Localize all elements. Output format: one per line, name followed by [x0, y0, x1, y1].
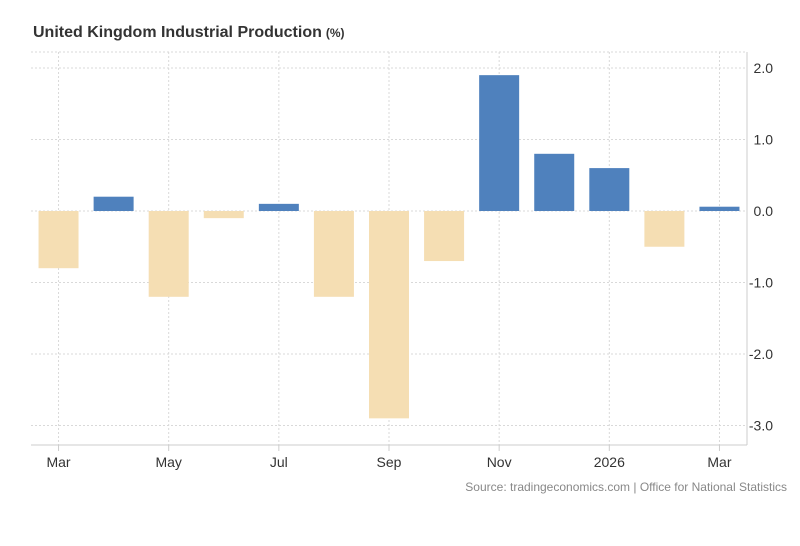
bar-9 — [479, 75, 520, 212]
x-tick-label: Nov — [487, 454, 512, 470]
bars — [38, 75, 740, 419]
x-tick-label: Mar — [707, 454, 731, 470]
bar-4 — [203, 211, 244, 219]
bar-12 — [644, 211, 685, 247]
bar-3 — [148, 211, 189, 297]
chart-title-unit: (%) — [325, 26, 345, 40]
y-tick-label: 1.0 — [754, 132, 774, 148]
x-tick-label: Sep — [377, 454, 402, 470]
bar-8 — [424, 211, 465, 262]
bar-6 — [313, 211, 354, 297]
bar-2 — [93, 196, 134, 211]
source-note: Source: tradingeconomics.com | Office fo… — [465, 480, 787, 494]
y-tick-label: 2.0 — [754, 60, 774, 76]
y-tick-label: -2.0 — [749, 346, 773, 362]
chart-title-text: United Kingdom Industrial Production — [33, 24, 322, 41]
chart-title: United Kingdom Industrial Production (%) — [33, 24, 345, 42]
y-tick-label: 0.0 — [754, 203, 774, 219]
axes: Mar May Jul Sep Nov 2026 Mar 2.0 1.0 0.0 -1.0 -2.0 -… — [31, 52, 773, 470]
x-tick-label: Jul — [270, 454, 288, 470]
y-tick-label: -1.0 — [749, 275, 773, 291]
x-tick-label: Mar — [46, 454, 70, 470]
bar-7 — [369, 211, 409, 419]
bar-1 — [38, 211, 79, 269]
bar-5 — [258, 203, 299, 211]
bar-10 — [534, 153, 575, 211]
y-tick-label: -3.0 — [749, 418, 773, 434]
bar-11 — [589, 168, 630, 211]
x-tick-label: 2026 — [594, 454, 625, 470]
bar-13 — [699, 206, 740, 211]
x-tick-label: May — [155, 454, 181, 470]
